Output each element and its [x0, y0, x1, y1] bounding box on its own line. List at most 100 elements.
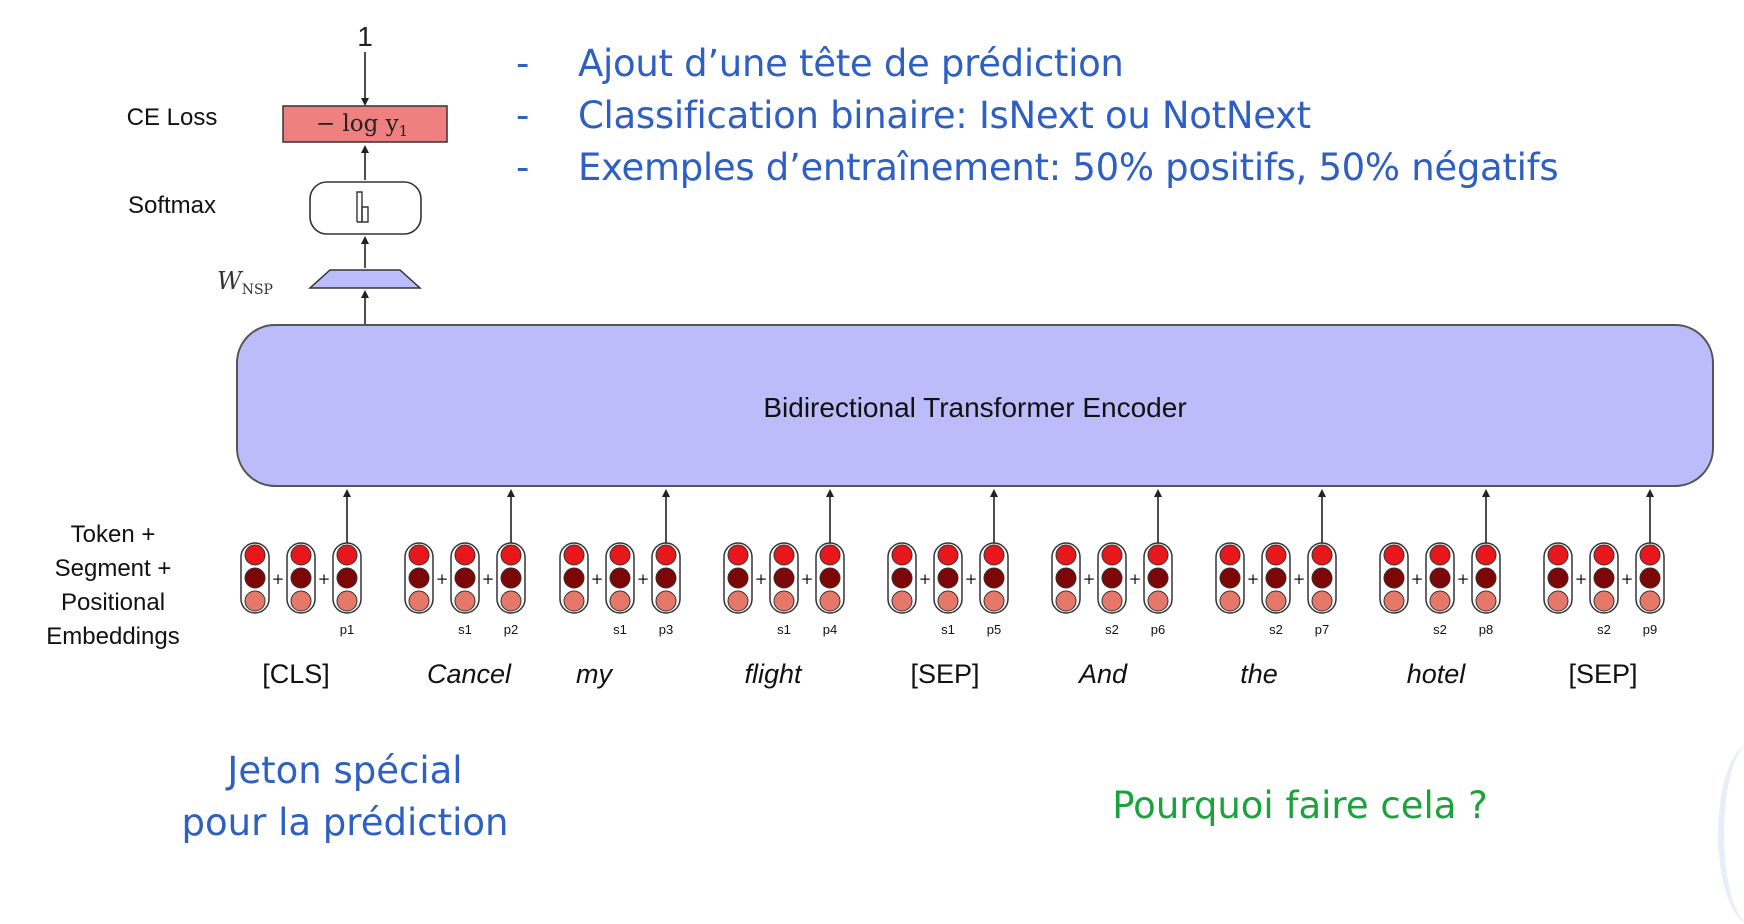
- embedding-unit: [1547, 544, 1569, 566]
- position-label: p4: [823, 622, 837, 637]
- ce-loss-box: [282, 105, 448, 143]
- embedding-unit: [500, 567, 522, 589]
- segment-label: s1: [458, 622, 472, 637]
- token-word: the: [1240, 659, 1278, 689]
- embedding-unit: [1593, 567, 1615, 589]
- bullet-item: - Classification binaire: IsNext ou NotNe…: [516, 90, 1558, 142]
- embedding-unit: [891, 567, 913, 589]
- embedding-unit: [1265, 590, 1287, 612]
- position-label: p8: [1479, 622, 1493, 637]
- embedding-unit: [290, 590, 312, 612]
- bullet-item: - Ajout d’une tête de prédiction: [516, 38, 1558, 90]
- embedding-unit: [1311, 590, 1333, 612]
- embedding-unit: [1101, 590, 1123, 612]
- embedding-unit: [1639, 590, 1661, 612]
- special-token-note: Jeton spécial pour la prédiction: [150, 745, 540, 849]
- embedding-unit: [1639, 567, 1661, 589]
- embedding-unit: [1475, 567, 1497, 589]
- token-word: flight: [744, 659, 803, 689]
- token-column: + + s1 p3 my: [559, 489, 681, 689]
- position-label: p9: [1643, 622, 1657, 637]
- token-word: my: [576, 659, 613, 689]
- token-column: + + s1 p4 flight: [723, 489, 845, 689]
- position-label: p6: [1151, 622, 1165, 637]
- plus-sign: +: [318, 570, 331, 588]
- embedding-unit: [336, 567, 358, 589]
- embedding-unit: [983, 590, 1005, 612]
- embedding-unit: [773, 590, 795, 612]
- loss-formula: − log y1: [316, 111, 408, 140]
- token-word: And: [1077, 659, 1128, 689]
- embedding-unit: [937, 544, 959, 566]
- embedding-unit: [563, 567, 585, 589]
- embedding-unit: [1639, 544, 1661, 566]
- embedding-unit: [1311, 567, 1333, 589]
- token-column: + + s2 p9 [SEP]: [1543, 489, 1665, 689]
- position-label: p7: [1315, 622, 1329, 637]
- token-column: + + p1 [CLS]: [240, 489, 362, 689]
- embedding-unit: [1265, 544, 1287, 566]
- embeddings-label-line: Token +: [71, 521, 156, 548]
- target-label: 1: [357, 21, 373, 52]
- embedding-unit: [1147, 590, 1169, 612]
- embedding-unit: [290, 544, 312, 566]
- embedding-unit: [983, 567, 1005, 589]
- embedding-unit: [655, 567, 677, 589]
- embedding-unit: [244, 567, 266, 589]
- embedding-unit: [290, 567, 312, 589]
- embedding-unit: [1429, 590, 1451, 612]
- embedding-unit: [1429, 544, 1451, 566]
- embedding-unit: [454, 544, 476, 566]
- segment-label: s2: [1597, 622, 1611, 637]
- embedding-unit: [1547, 590, 1569, 612]
- embedding-unit: [408, 567, 430, 589]
- embedding-unit: [1101, 544, 1123, 566]
- encoder-label: Bidirectional Transformer Encoder: [763, 392, 1186, 423]
- embedding-unit: [609, 544, 631, 566]
- token-column: + + s1 p5 [SEP]: [887, 489, 1009, 689]
- embedding-unit: [500, 544, 522, 566]
- embedding-unit: [1475, 590, 1497, 612]
- position-label: p3: [659, 622, 673, 637]
- segment-label: s1: [941, 622, 955, 637]
- bullet-dash: -: [516, 42, 530, 85]
- plus-sign: +: [1247, 570, 1260, 588]
- embedding-unit: [1475, 544, 1497, 566]
- token-word: [SEP]: [1568, 659, 1637, 689]
- plus-sign: +: [1621, 570, 1634, 588]
- plus-sign: +: [1575, 570, 1588, 588]
- embedding-unit: [937, 590, 959, 612]
- embedding-unit: [937, 567, 959, 589]
- segment-label: s2: [1433, 622, 1447, 637]
- embedding-unit: [1383, 590, 1405, 612]
- plus-sign: +: [1083, 570, 1096, 588]
- embedding-unit: [655, 544, 677, 566]
- nsp-diagram: 1 CE Loss − log y1 Softmax WNSP Bidirect…: [46, 21, 1714, 689]
- ce-loss-label: CE Loss: [127, 104, 218, 131]
- plus-sign: +: [591, 570, 604, 588]
- embedding-unit: [563, 544, 585, 566]
- histogram-icon: [356, 191, 369, 223]
- embedding-unit: [727, 567, 749, 589]
- plus-sign: +: [1411, 570, 1424, 588]
- embedding-unit: [819, 544, 841, 566]
- embedding-unit: [1547, 567, 1569, 589]
- question-note: Pourquoi faire cela ?: [1112, 784, 1488, 827]
- plus-sign: +: [637, 570, 650, 588]
- position-label: p2: [504, 622, 518, 637]
- plus-sign: +: [1457, 570, 1470, 588]
- position-label: p1: [340, 622, 354, 637]
- wnsp-label: WNSP: [217, 267, 273, 298]
- token-column: + + s2 p6 And: [1051, 489, 1173, 689]
- embedding-unit: [244, 544, 266, 566]
- wnsp-subscript: NSP: [242, 282, 273, 298]
- plus-sign: +: [1129, 570, 1142, 588]
- embeddings-label-line: Positional: [61, 589, 165, 616]
- token-columns: + + p1 [CLS] + + s1 p2 Cancel + + s1 p3 my + + s1 p4 fligh…: [240, 489, 1665, 689]
- embedding-unit: [1429, 567, 1451, 589]
- token-column: + + s2 p8 hotel: [1379, 489, 1501, 689]
- token-word: [SEP]: [910, 659, 979, 689]
- embedding-unit: [609, 567, 631, 589]
- embedding-unit: [727, 590, 749, 612]
- embedding-unit: [408, 590, 430, 612]
